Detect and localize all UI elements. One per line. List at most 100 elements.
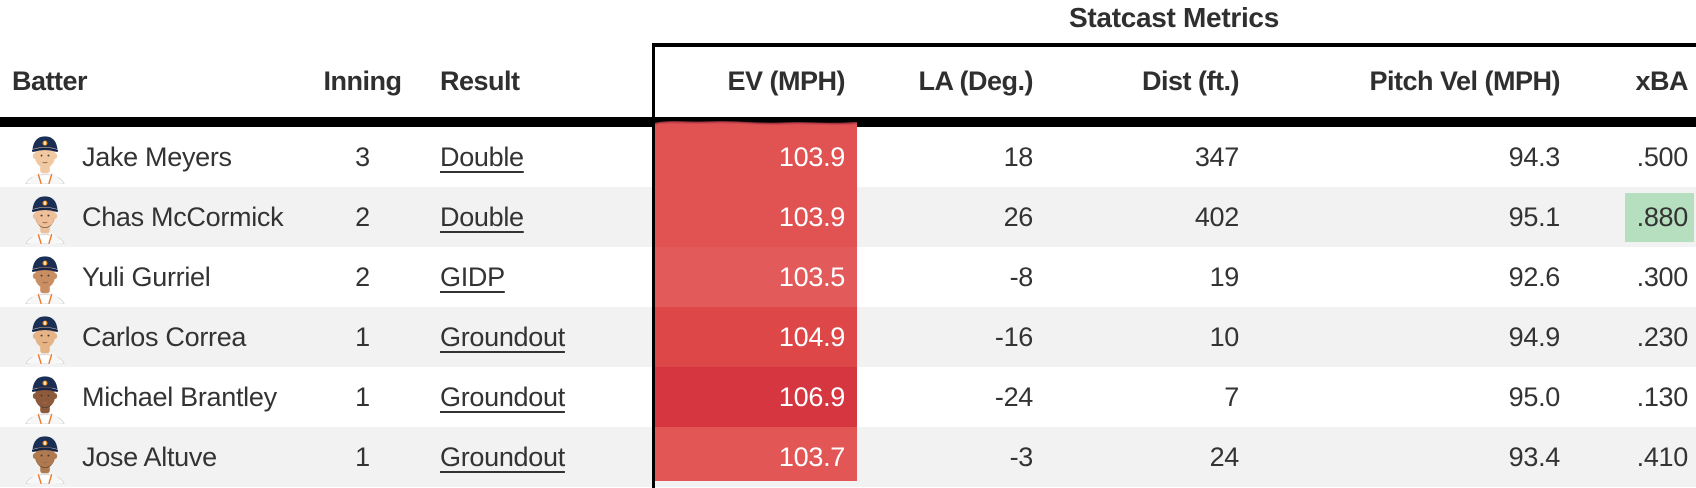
ev-value: 103.9 — [778, 141, 845, 172]
ev-cell-fill — [652, 367, 857, 427]
table-row: Carlos Correa 1 Groundout 104.9 -16 10 9… — [0, 307, 1696, 367]
batter-cell: Chas McCormick — [0, 190, 310, 244]
player-avatar — [25, 136, 65, 184]
player-avatar — [25, 316, 65, 364]
batter-cell: Yuli Gurriel — [0, 250, 310, 304]
result-cell: Groundout — [415, 322, 652, 353]
ev-cell-fill — [652, 187, 857, 247]
result-link[interactable]: GIDP — [440, 261, 505, 292]
result-link[interactable]: Groundout — [440, 381, 565, 412]
header-divider-line — [0, 117, 1696, 127]
ev-cell-fill — [652, 307, 857, 367]
xba-value: .130 — [1636, 381, 1689, 412]
ev-cell: 103.9 — [652, 187, 857, 247]
player-avatar — [25, 196, 65, 244]
dist-value: 10 — [1209, 321, 1240, 352]
batter-name: Jake Meyers — [82, 141, 232, 172]
group-title: Statcast Metrics — [1069, 2, 1279, 33]
table-row: Jake Meyers 3 Double 103.9 18 347 94.3 .… — [0, 127, 1696, 187]
xba-value: .880 — [1624, 192, 1694, 242]
inning-value: 1 — [355, 441, 370, 472]
xba-cell: .130 — [1572, 382, 1696, 413]
dist-value: 402 — [1194, 201, 1239, 232]
dist-value: 7 — [1224, 381, 1239, 412]
result-cell: Groundout — [415, 382, 652, 413]
la-value: -24 — [994, 381, 1033, 412]
ev-value: 103.5 — [778, 261, 845, 292]
column-header-inning: Inning — [323, 65, 402, 96]
result-cell: Groundout — [415, 442, 652, 473]
batter-cell: Michael Brantley — [0, 370, 310, 424]
group-top-border — [652, 43, 1696, 47]
column-header-dist: Dist (ft.) — [1142, 65, 1239, 96]
table-row: Yuli Gurriel 2 GIDP 103.5 -8 19 92.6 .30… — [0, 247, 1696, 307]
column-header-result: Result — [440, 65, 520, 96]
xba-value: .230 — [1636, 321, 1689, 352]
column-header-la: LA (Deg.) — [918, 65, 1034, 96]
ev-cell-fill — [652, 427, 857, 481]
la-value: 18 — [1003, 141, 1034, 172]
result-link[interactable]: Groundout — [440, 321, 565, 352]
result-link[interactable]: Double — [440, 141, 524, 172]
la-value: 26 — [1003, 201, 1034, 232]
la-value: -8 — [1009, 261, 1034, 292]
batter-name: Chas McCormick — [82, 201, 284, 232]
group-left-border — [652, 43, 655, 488]
table-row: Jose Altuve 1 Groundout 103.7 -3 24 93.4… — [0, 427, 1696, 487]
xba-cell: .500 — [1572, 142, 1696, 173]
batter-name: Jose Altuve — [82, 441, 217, 472]
dist-value: 347 — [1194, 141, 1239, 172]
player-avatar — [25, 436, 65, 484]
batter-name: Michael Brantley — [82, 381, 277, 412]
xba-cell: .410 — [1572, 442, 1696, 473]
la-value: -16 — [994, 321, 1033, 352]
ev-value: 106.9 — [778, 381, 845, 412]
result-cell: Double — [415, 202, 652, 233]
xba-value: .410 — [1636, 441, 1689, 472]
batter-name: Carlos Correa — [82, 321, 247, 352]
pitch-vel-value: 92.6 — [1508, 261, 1561, 292]
result-link[interactable]: Groundout — [440, 441, 565, 472]
inning-value: 1 — [355, 321, 370, 352]
ev-value: 103.7 — [778, 441, 845, 472]
xba-cell: .230 — [1572, 322, 1696, 353]
dist-value: 24 — [1209, 441, 1240, 472]
column-header-xba: xBA — [1635, 65, 1688, 96]
ev-cell: 106.9 — [652, 367, 857, 427]
ev-cell: 104.9 — [652, 307, 857, 367]
xba-value: .500 — [1636, 141, 1689, 172]
inning-value: 2 — [355, 201, 370, 232]
inning-value: 1 — [355, 381, 370, 412]
batter-cell: Jose Altuve — [0, 430, 310, 484]
ev-cell-fill — [652, 247, 857, 307]
la-value: -3 — [1009, 441, 1034, 472]
inning-value: 3 — [355, 141, 370, 172]
ev-cell: 103.5 — [652, 247, 857, 307]
column-header-batter: Batter — [12, 65, 88, 96]
column-header-pitch-vel: Pitch Vel (MPH) — [1369, 65, 1560, 96]
dist-value: 19 — [1209, 261, 1240, 292]
player-avatar — [25, 376, 65, 424]
column-header-ev: EV (MPH) — [727, 65, 846, 96]
ev-marker-wavy-edge-icon — [655, 121, 857, 129]
ev-value: 103.9 — [778, 201, 845, 232]
batter-cell: Carlos Correa — [0, 310, 310, 364]
table-header-row: Batter Inning Result EV (MPH) LA (Deg.) … — [0, 45, 1696, 117]
result-cell: Double — [415, 142, 652, 173]
pitch-vel-value: 93.4 — [1508, 441, 1561, 472]
table-row: Michael Brantley 1 Groundout 106.9 -24 7… — [0, 367, 1696, 427]
batter-name: Yuli Gurriel — [82, 261, 211, 292]
result-cell: GIDP — [415, 262, 652, 293]
table-row: Chas McCormick 2 Double 103.9 26 402 95.… — [0, 187, 1696, 247]
ev-cell: 103.7 — [652, 427, 857, 487]
pitch-vel-value: 95.1 — [1508, 201, 1561, 232]
result-link[interactable]: Double — [440, 201, 524, 232]
ev-value: 104.9 — [778, 321, 845, 352]
pitch-vel-value: 94.9 — [1508, 321, 1561, 352]
ev-cell: 103.9 — [652, 127, 857, 187]
xba-value: .300 — [1636, 261, 1689, 292]
batter-cell: Jake Meyers — [0, 130, 310, 184]
table-body: Jake Meyers 3 Double 103.9 18 347 94.3 .… — [0, 127, 1696, 487]
xba-cell: .880 — [1572, 192, 1696, 242]
